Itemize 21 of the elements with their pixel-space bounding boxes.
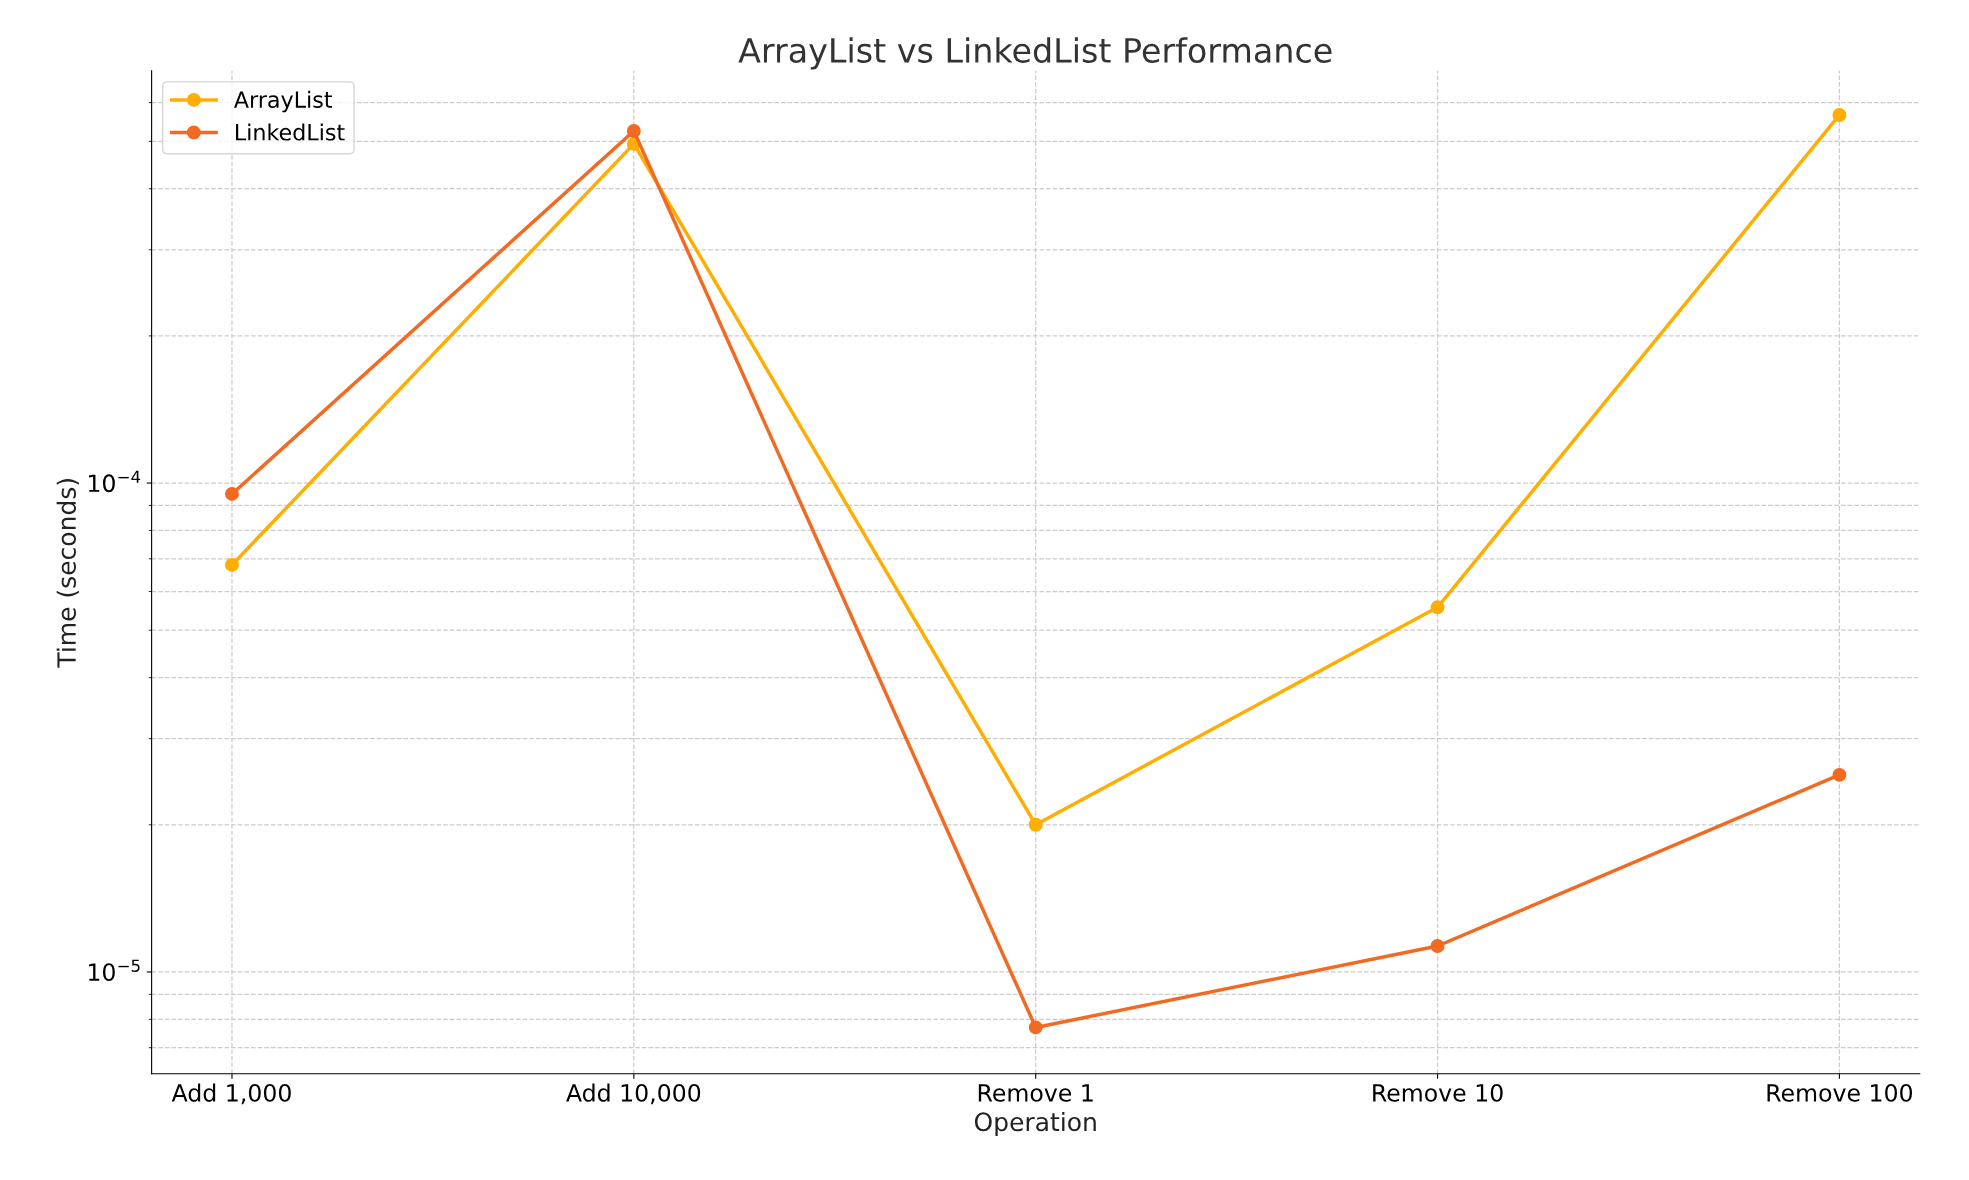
point <box>1430 600 1445 615</box>
point <box>1028 1020 1043 1035</box>
x-tick-label: Add 10,000 <box>566 1083 701 1105</box>
chart-title: ArrayList vs LinkedList Performance <box>738 37 1332 70</box>
point <box>1028 817 1043 832</box>
x-tick-label: Remove 1 <box>978 1084 1093 1102</box>
point <box>1832 767 1847 782</box>
point <box>626 124 641 138</box>
point <box>1832 108 1847 122</box>
legend-label: LinkedList <box>236 123 345 141</box>
point <box>225 487 239 501</box>
legend-label: ArrayList <box>234 90 332 113</box>
x-tick-label: Remove 100 <box>1767 1083 1913 1102</box>
y-tick-label: 10$^{−4}$ <box>89 470 141 493</box>
y-axis-title: Time (seconds) <box>56 479 79 668</box>
x-tick-label: Add 1,000 <box>171 1083 291 1105</box>
point <box>1430 939 1445 953</box>
x-axis-title: Operation <box>974 1111 1096 1137</box>
point <box>225 557 239 572</box>
y-tick-label: 10$^{−5}$ <box>89 959 140 982</box>
x-tick-label: Remove 10 <box>1373 1083 1503 1102</box>
